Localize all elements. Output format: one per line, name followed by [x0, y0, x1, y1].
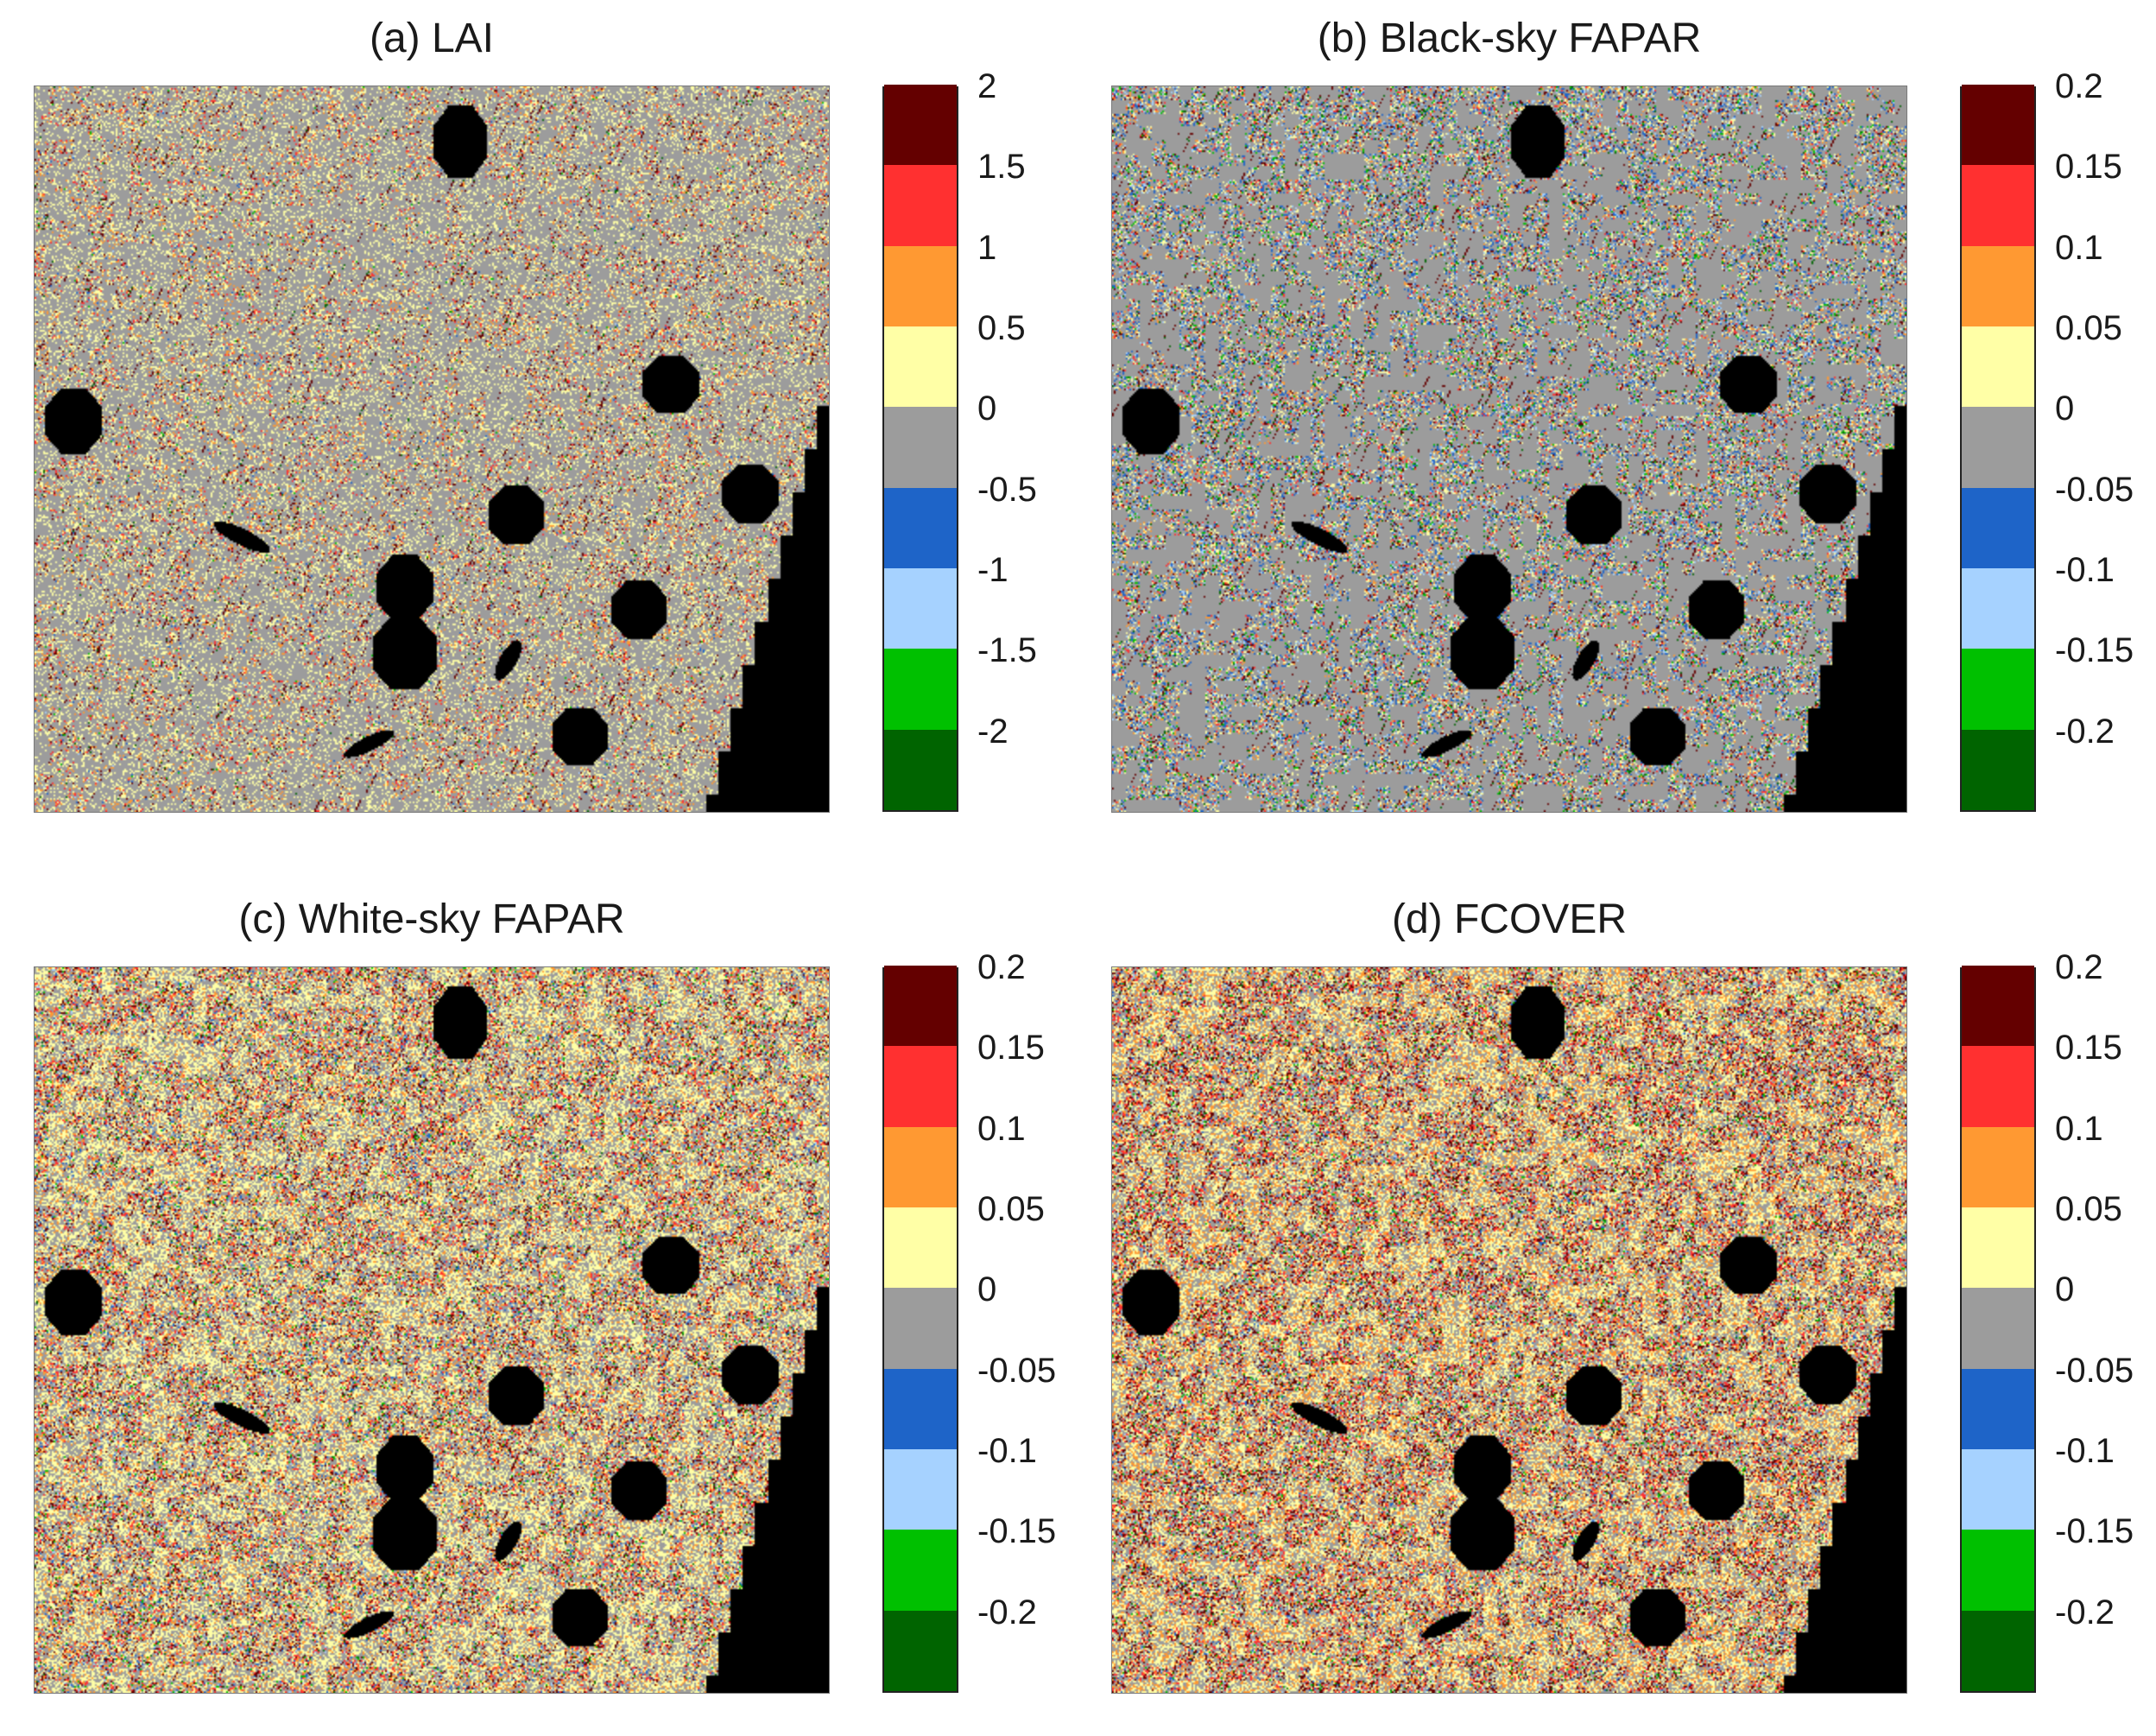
panel-lai: (a) LAI -2 -1.5 -1 -0.5 0 0.5 1 1.5 2: [0, 0, 1071, 855]
colorbar-segment: [884, 245, 957, 326]
colorbar-segment: [884, 1287, 957, 1369]
colorbar-segment: [884, 1448, 957, 1530]
colorbar-segment: [1962, 326, 2034, 408]
colorbar-segment: [884, 164, 957, 246]
colorbar-tick-label: 0.05: [2055, 1190, 2122, 1228]
panel-title: (c) White-sky FAPAR: [238, 897, 625, 942]
panel-black-sky-fapar: (b) Black-sky FAPAR -0.2 -0.15 -0.1 -0.05 0 0…: [1078, 0, 2148, 855]
colorbar-segment: [884, 1610, 957, 1691]
colorbar-tick-label: 0.15: [2055, 1029, 2122, 1068]
colorbar-segment: [1962, 567, 2034, 649]
colorbar-tick-label: -0.2: [2055, 1593, 2115, 1631]
colorbar-segment: [1962, 1448, 2034, 1530]
colorbar-tick-label: -0.05: [2055, 1351, 2134, 1390]
colorbar-tick-label: -0.2: [977, 1593, 1037, 1631]
colorbar-segment: [884, 406, 957, 488]
colorbar-tick-label: 0.2: [977, 948, 1026, 986]
colorbar-segment: [1962, 1610, 2034, 1691]
colorbar-tick-label: 0.1: [977, 1109, 1026, 1148]
colorbar-tick-label: 0.15: [2055, 148, 2122, 187]
panel-title: (d) FCOVER: [1391, 897, 1627, 942]
colorbar-segment: [884, 729, 957, 810]
colorbar-tick-label: 0.1: [2055, 228, 2103, 267]
colorbar-tick-label: -0.1: [2055, 1432, 2115, 1470]
colorbar-tick-label: 0.05: [977, 1190, 1045, 1228]
colorbar-segment: [884, 567, 957, 649]
colorbar-segment: [1962, 245, 2034, 326]
lai-difference-map: [35, 86, 829, 812]
colorbar-tick-label: -0.2: [2055, 712, 2115, 751]
colorbar-tick-label: -0.05: [977, 1351, 1057, 1390]
colorbar-tick-label: -0.5: [977, 470, 1037, 509]
colorbar-segment: [884, 84, 957, 166]
colorbar-tick-label: 0.1: [2055, 1109, 2103, 1148]
colorbar-segment: [1962, 1045, 2034, 1127]
colorbar-segment: [884, 648, 957, 730]
colorbar-tick-label: 0.2: [2055, 948, 2103, 986]
colorbar-tick-label: -1: [977, 551, 1008, 589]
colorbar-tick-label: -0.15: [2055, 1512, 2134, 1551]
colorbar-tick-label: 0: [2055, 390, 2075, 428]
colorbar-tick-label: 1: [977, 228, 997, 267]
colorbar-segment: [884, 326, 957, 408]
colorbar-tick-label: -0.05: [2055, 470, 2134, 509]
colorbar-segment: [884, 1368, 957, 1449]
colorbar-tick-label: -0.15: [2055, 631, 2134, 670]
colorbar-segment: [884, 1207, 957, 1289]
colorbar-segment: [1962, 648, 2034, 730]
colorbar-segment: [1962, 84, 2034, 166]
colorbar-segment: [884, 1126, 957, 1207]
colorbar-segment: [884, 487, 957, 568]
colorbar: [882, 965, 958, 1693]
colorbar-tick-label: -0.1: [2055, 551, 2115, 589]
colorbar-segment: [884, 1529, 957, 1611]
colorbar: [1960, 84, 2036, 812]
colorbar-tick-label: 0: [977, 1270, 997, 1309]
black-sky-fapar-difference-map: [1112, 86, 1906, 812]
colorbar-segment: [1962, 1287, 2034, 1369]
colorbar-tick-label: -0.15: [977, 1512, 1057, 1551]
colorbar: [1960, 965, 2036, 1693]
colorbar-tick-label: 1.5: [977, 148, 1026, 187]
colorbar-segment: [1962, 729, 2034, 810]
panel-title: (a) LAI: [369, 16, 495, 61]
colorbar-segment: [1962, 1207, 2034, 1289]
colorbar-segment: [1962, 1126, 2034, 1207]
colorbar-tick-label: 0: [2055, 1270, 2075, 1309]
colorbar-tick-label: 2: [977, 67, 997, 105]
colorbar-tick-label: -0.1: [977, 1432, 1037, 1470]
colorbar-segment: [1962, 487, 2034, 568]
colorbar-tick-label: -1.5: [977, 631, 1037, 670]
colorbar-segment: [884, 965, 957, 1047]
colorbar-tick-label: 0: [977, 390, 997, 428]
colorbar-segment: [1962, 164, 2034, 246]
colorbar-tick-label: -2: [977, 712, 1008, 751]
panel-title: (b) Black-sky FAPAR: [1317, 16, 1702, 61]
colorbar-segment: [1962, 1368, 2034, 1449]
colorbar-segment: [1962, 965, 2034, 1047]
colorbar-segment: [884, 1045, 957, 1127]
colorbar-segment: [1962, 1529, 2034, 1611]
colorbar-tick-label: 0.05: [2055, 309, 2122, 347]
fcover-difference-map: [1112, 967, 1906, 1693]
colorbar-segment: [1962, 406, 2034, 488]
white-sky-fapar-difference-map: [35, 967, 829, 1693]
colorbar: [882, 84, 958, 812]
panel-white-sky-fapar: (c) White-sky FAPAR -0.2 -0.15 -0.1 -0.05 0 0…: [0, 881, 1071, 1736]
colorbar-tick-label: 0.2: [2055, 67, 2103, 105]
panel-fcover: (d) FCOVER -0.2 -0.15 -0.1 -0.05 0 0.05 0.1 0.1…: [1078, 881, 2148, 1736]
colorbar-tick-label: 0.5: [977, 309, 1026, 347]
colorbar-tick-label: 0.15: [977, 1029, 1045, 1068]
